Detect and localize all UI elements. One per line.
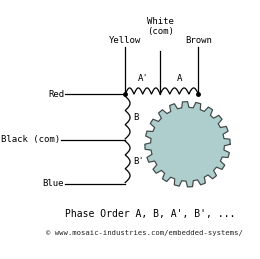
Text: Yellow: Yellow [109,36,141,45]
Text: Black (com): Black (com) [1,135,60,145]
Text: Phase Order A, B, A', B', ...: Phase Order A, B, A', B', ... [65,209,236,219]
Text: A: A [177,74,182,83]
Text: Brown: Brown [185,36,212,45]
Text: © www.mosaic-industries.com/embedded-systems/: © www.mosaic-industries.com/embedded-sys… [46,230,242,236]
Text: A': A' [137,74,148,83]
Text: B': B' [133,157,144,166]
Text: Blue: Blue [43,179,64,188]
Text: B: B [133,113,138,122]
Text: Red: Red [48,90,64,98]
Text: White
(com): White (com) [147,17,174,36]
Polygon shape [145,102,230,187]
